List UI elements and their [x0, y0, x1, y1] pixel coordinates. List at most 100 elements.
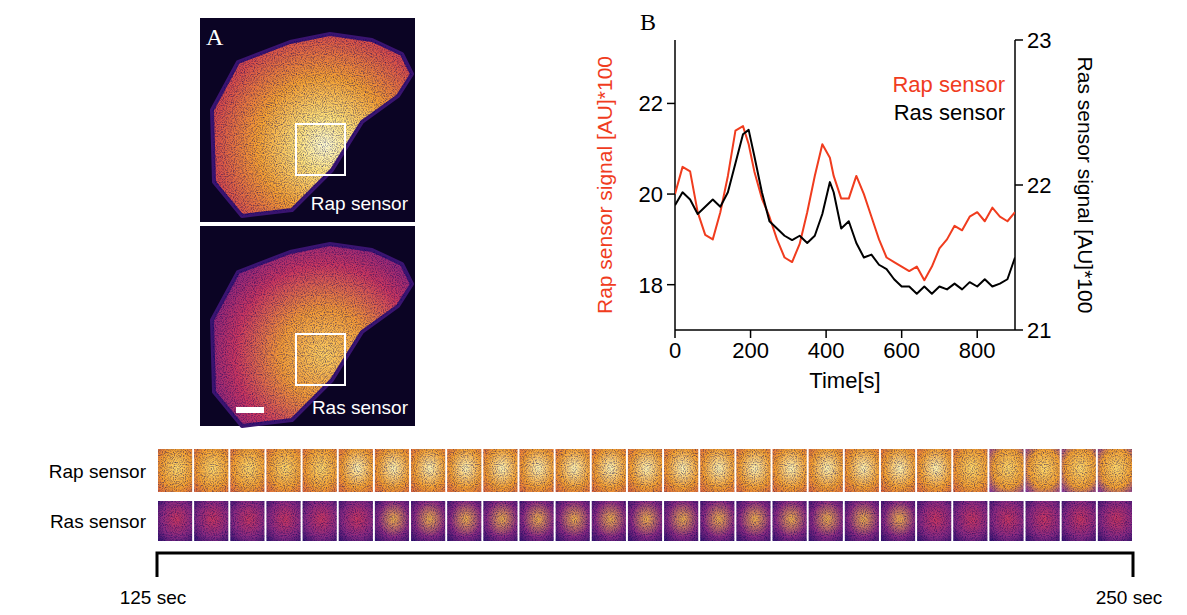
montage-texture — [447, 449, 481, 492]
legend-entry: Ras sensor — [894, 100, 1005, 125]
panel-label: B — [640, 9, 656, 35]
montage-texture — [519, 449, 553, 492]
montage-row-label: Ras sensor — [50, 511, 147, 532]
montage-texture — [266, 449, 300, 492]
x-tick — [825, 330, 827, 338]
montage-frame — [628, 501, 662, 541]
montage-texture — [809, 449, 843, 492]
x-tick-label: 400 — [808, 338, 845, 363]
montage-frame — [881, 449, 915, 492]
roi-box — [296, 334, 345, 385]
montage-frame — [158, 449, 192, 492]
y2-axis-title: Ras sensor signal [AU]*100 — [1074, 57, 1097, 314]
figure: Rap sensorRas sensorAB020040060080018202… — [0, 0, 1187, 615]
cell — [212, 244, 412, 426]
x-tick-label: 200 — [732, 338, 769, 363]
montage-texture — [953, 449, 987, 492]
montage-frame — [1026, 449, 1060, 492]
montage-frame — [556, 449, 590, 492]
plot-lines — [675, 126, 1015, 294]
montage-texture — [1026, 449, 1060, 492]
time-start: 125 sec — [120, 587, 187, 608]
montage-row-label: Rap sensor — [49, 461, 147, 482]
montage-frame — [266, 449, 300, 492]
montage-frame — [881, 501, 915, 541]
montage-frame — [953, 449, 987, 492]
montage-frame — [411, 501, 445, 541]
montage-frame — [411, 449, 445, 492]
y-tick-label: 22 — [639, 91, 663, 116]
montage-frame — [339, 501, 373, 541]
montage-texture — [375, 449, 409, 492]
montage-frame — [773, 501, 807, 541]
montage-texture — [917, 501, 951, 541]
montage-frame — [1062, 449, 1096, 492]
montage-texture — [266, 501, 300, 541]
x-tick — [674, 330, 676, 338]
y2-tick — [1015, 184, 1023, 186]
montage-texture — [483, 501, 517, 541]
montage-texture — [1062, 449, 1096, 492]
montage-frame — [556, 501, 590, 541]
x-axis-title: Time[s] — [809, 368, 880, 393]
montage-texture — [158, 501, 192, 541]
montage-frame — [1098, 449, 1132, 492]
montage-texture — [989, 449, 1023, 492]
scale-bar — [236, 407, 264, 413]
roi-box — [296, 124, 345, 175]
background — [0, 0, 1187, 615]
x-tick — [901, 330, 903, 338]
panel-a: Rap sensorRas sensorA — [200, 18, 415, 426]
y-tick — [667, 193, 675, 195]
montage-texture — [339, 501, 373, 541]
montage-texture — [917, 449, 951, 492]
montage-frame — [736, 449, 770, 492]
montage-frame — [230, 501, 264, 541]
image-caption: Rap sensor — [311, 193, 409, 214]
montage-frame — [917, 449, 951, 492]
montage-texture — [194, 449, 228, 492]
montage-frame — [1098, 501, 1132, 541]
montage-texture — [628, 449, 662, 492]
x-tick-label: 0 — [669, 338, 681, 363]
montage-frame — [375, 449, 409, 492]
montage-frame — [845, 501, 879, 541]
panel-label: A — [206, 24, 224, 50]
montage-texture — [592, 501, 626, 541]
y-tick-label: 20 — [639, 182, 663, 207]
montage-texture — [303, 449, 337, 492]
montage-frame — [447, 449, 481, 492]
montage-frame — [700, 449, 734, 492]
montage-texture — [303, 501, 337, 541]
cell — [212, 34, 412, 216]
montage-texture — [809, 501, 843, 541]
montage-frame — [953, 501, 987, 541]
montage-frame — [483, 449, 517, 492]
montage-texture — [194, 501, 228, 541]
montage-frame — [447, 501, 481, 541]
legend-entry: Rap sensor — [892, 72, 1005, 97]
montage-frame — [664, 501, 698, 541]
y2-tick-label: 22 — [1027, 173, 1051, 198]
montage-texture — [411, 449, 445, 492]
series-line — [675, 130, 1015, 294]
montage-texture — [339, 449, 373, 492]
montage-frame — [1026, 501, 1060, 541]
montage-frame — [375, 501, 409, 541]
montage-texture — [664, 501, 698, 541]
x-tick-label: 600 — [883, 338, 920, 363]
montage-frame — [700, 501, 734, 541]
montage-texture — [845, 449, 879, 492]
y2-tick — [1015, 39, 1023, 41]
montage-texture — [736, 449, 770, 492]
y-axis-title: Rap sensor signal [AU]*100 — [593, 56, 616, 314]
montage-frame — [158, 501, 192, 541]
montage-frame — [736, 501, 770, 541]
montage-texture — [230, 449, 264, 492]
montage-texture — [700, 449, 734, 492]
montage-frame — [483, 501, 517, 541]
y-axis — [674, 40, 676, 330]
montage-frame — [592, 449, 626, 492]
montage-texture — [664, 449, 698, 492]
x-tick — [976, 330, 978, 338]
